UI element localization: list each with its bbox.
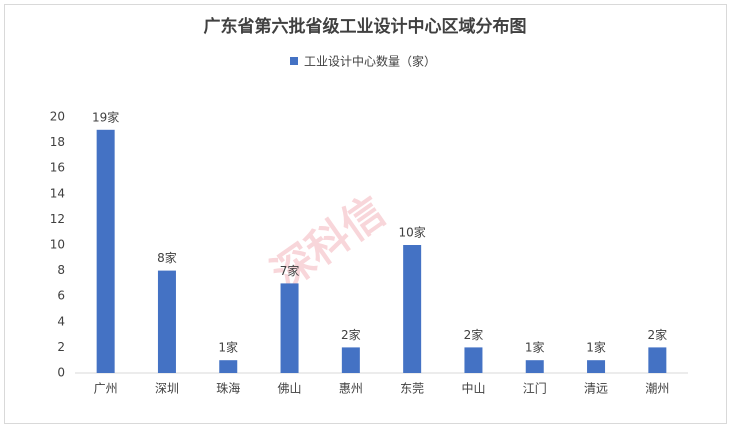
bar: [341, 347, 360, 373]
x-tick-label: 东莞: [400, 382, 424, 396]
value-label: 7家: [280, 263, 300, 278]
value-label: 10家: [399, 225, 426, 240]
x-tick-label: 惠州: [339, 382, 363, 396]
bar: [280, 283, 299, 373]
x-tick-label: 珠海: [216, 381, 240, 396]
y-tick-label: 20: [50, 110, 65, 124]
x-tick-label: 中山: [461, 381, 485, 396]
y-tick-label: 14: [50, 186, 65, 200]
legend-swatch: [290, 57, 298, 65]
value-label: 8家: [157, 250, 177, 265]
y-tick-label: 8: [57, 263, 65, 277]
y-tick-label: 16: [50, 161, 65, 175]
value-label: 1家: [218, 340, 238, 355]
legend-label: 工业设计中心数量（家）: [304, 54, 436, 69]
y-tick-label: 18: [50, 135, 65, 149]
bar: [464, 347, 483, 373]
bar: [525, 360, 544, 373]
chart-title: 广东省第六批省级工业设计中心区域分布图: [204, 16, 527, 37]
y-tick-label: 0: [57, 366, 65, 380]
value-label: 2家: [464, 327, 484, 342]
value-label: 2家: [341, 327, 361, 342]
y-tick-label: 12: [50, 212, 65, 226]
value-label: 2家: [648, 327, 668, 342]
y-tick-label: 4: [57, 314, 65, 328]
bar: [648, 347, 667, 373]
x-tick-label: 佛山: [278, 382, 302, 396]
bar: [587, 360, 606, 373]
bar: [96, 129, 115, 373]
x-tick-label: 江门: [523, 381, 547, 396]
value-label: 19家: [92, 109, 119, 124]
value-label: 1家: [525, 340, 545, 355]
y-tick-label: 2: [57, 340, 65, 354]
y-tick-label: 6: [57, 289, 65, 303]
x-tick-label: 广州: [94, 382, 118, 396]
x-tick-label: 清远: [584, 382, 608, 396]
bar: [157, 270, 176, 373]
value-label: 1家: [586, 340, 606, 355]
x-tick-label: 潮州: [645, 381, 669, 396]
x-tick-label: 深圳: [155, 382, 179, 396]
y-tick-label: 10: [50, 238, 65, 252]
chart-border: [4, 4, 727, 424]
bar: [219, 360, 238, 373]
bar: [403, 245, 422, 373]
